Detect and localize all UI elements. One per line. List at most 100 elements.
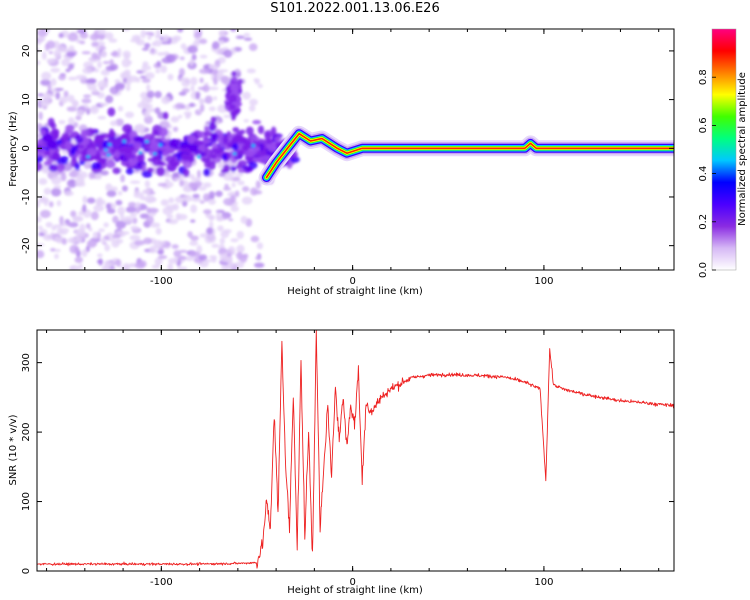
- noise-blob: [54, 253, 59, 260]
- noise-blob: [144, 42, 151, 49]
- noise-blob: [206, 227, 214, 235]
- snr-plot-area: [37, 330, 674, 569]
- noise-blob: [129, 180, 141, 184]
- band-blob: [237, 168, 246, 174]
- noise-blob: [178, 249, 188, 253]
- noise-blob: [98, 45, 106, 51]
- snr-x-tick-label: 100: [534, 577, 553, 588]
- band-blob: [186, 134, 196, 144]
- snr-y-tick-label: 100: [21, 492, 32, 511]
- noise-blob: [160, 199, 169, 206]
- band-hot-blob: [107, 142, 112, 147]
- snr-x-axis-label: Height of straight line (km): [287, 585, 423, 596]
- noise-blob: [82, 204, 87, 213]
- band-blob: [129, 145, 136, 151]
- noise-blob: [109, 59, 114, 66]
- noise-blob: [95, 197, 101, 207]
- ridge-layer: [265, 132, 674, 179]
- noise-blob: [148, 207, 159, 214]
- colorbar-tick-label: 0.0: [698, 262, 709, 278]
- noise-blob: [41, 51, 47, 60]
- noise-blob: [106, 156, 115, 162]
- band-hot-blob: [86, 155, 91, 159]
- band-blob: [252, 119, 262, 125]
- noise-blob: [154, 90, 162, 99]
- noise-blob: [175, 213, 181, 221]
- noise-blob: [195, 91, 201, 100]
- noise-blob: [45, 221, 53, 228]
- noise-blob: [66, 222, 77, 227]
- band-blob: [257, 125, 265, 135]
- spectrogram-frame: [36, 28, 675, 271]
- band-blob: [263, 139, 274, 145]
- band-blob: [231, 70, 237, 77]
- noise-blob: [60, 48, 72, 53]
- band-blob: [112, 167, 121, 175]
- noise-blob: [143, 110, 151, 118]
- noise-blob: [224, 183, 229, 188]
- spectrogram-y-tick-label: 10: [21, 93, 32, 106]
- band-blob: [201, 157, 212, 163]
- noise-blob: [230, 29, 237, 32]
- noise-blob: [177, 114, 183, 119]
- band-blob: [97, 142, 103, 152]
- noise-blob: [156, 60, 162, 67]
- noise-blob: [101, 84, 109, 88]
- noise-blob: [218, 30, 225, 38]
- noise-blob: [50, 248, 56, 252]
- noise-blob: [182, 194, 193, 202]
- noise-blob: [42, 92, 52, 101]
- noise-blob: [240, 215, 248, 224]
- noise-blob: [191, 177, 202, 182]
- band-blob: [91, 162, 102, 170]
- noise-blob: [146, 65, 152, 71]
- band-hot-blob: [232, 152, 237, 156]
- noise-blob: [167, 218, 179, 225]
- noise-blob: [243, 37, 253, 41]
- band-blob: [202, 139, 211, 144]
- noise-blob: [43, 197, 49, 207]
- noise-blob: [256, 242, 264, 250]
- colorbar-gradient: [712, 29, 736, 270]
- band-blob: [203, 130, 213, 137]
- noise-blob: [160, 65, 168, 73]
- noise-blob: [37, 47, 40, 53]
- noise-blob: [104, 32, 114, 40]
- band-blob: [193, 140, 204, 146]
- snr-y-axis-label: SNR (10 * v/v): [8, 414, 19, 485]
- band-blob: [270, 126, 277, 137]
- band-blob: [253, 146, 261, 152]
- noise-blob: [89, 105, 100, 114]
- noise-blob: [117, 206, 126, 216]
- noise-blob: [67, 237, 77, 244]
- band-blob: [51, 151, 61, 161]
- band-hot-blob: [106, 153, 111, 157]
- band-blob: [111, 138, 123, 147]
- noise-blob: [234, 190, 240, 198]
- band-blob: [182, 168, 190, 178]
- noise-blob: [51, 226, 57, 231]
- chart-title: S101.2022.001.13.06.E26: [270, 1, 440, 16]
- noise-blob: [185, 256, 195, 262]
- noise-blob: [122, 50, 131, 58]
- band-blob: [155, 137, 163, 142]
- band-blob: [166, 161, 177, 172]
- noise-blob: [170, 116, 180, 123]
- noise-blob: [203, 182, 212, 188]
- noise-blob: [163, 181, 174, 188]
- noise-blob: [128, 201, 137, 208]
- band-blob: [48, 164, 59, 172]
- noise-blob: [187, 45, 198, 54]
- noise-blob: [181, 79, 191, 87]
- noise-blob: [155, 29, 162, 38]
- noise-blob: [102, 61, 110, 65]
- noise-blob: [223, 198, 235, 206]
- band-blob: [114, 150, 120, 159]
- band-blob: [234, 149, 244, 156]
- noise-blob: [39, 209, 51, 219]
- noise-blob: [39, 37, 46, 41]
- band-blob: [98, 157, 108, 163]
- band-hot-blob: [138, 150, 143, 155]
- noise-blob: [110, 87, 116, 95]
